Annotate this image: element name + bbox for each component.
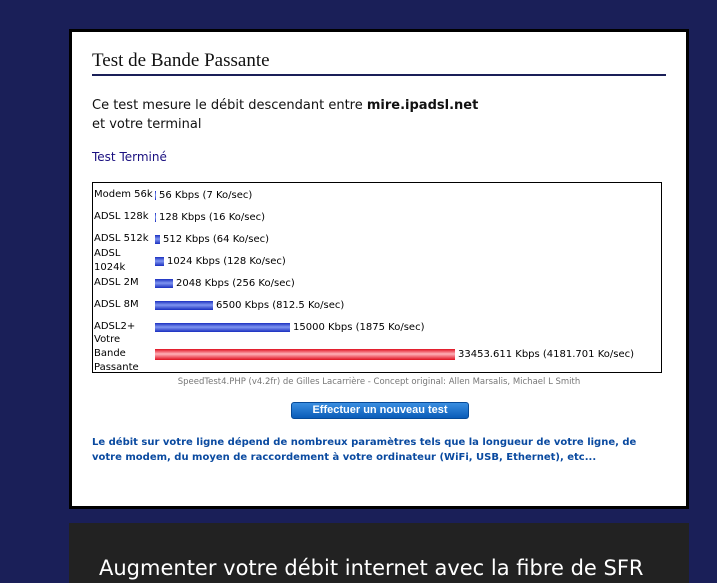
chart-row: ADSL2+ 15000 Kbps (1875 Ko/sec) <box>93 316 661 338</box>
bar-label: ADSL 512k <box>94 233 149 244</box>
chart-row: ADSL 512k 512 Kbps (64 Ko/sec) <box>93 228 661 250</box>
bar-value: 512 Kbps (64 Ko/sec) <box>163 233 270 245</box>
chart-row: ADSL 2M 2048 Kbps (256 Ko/sec) <box>93 272 661 294</box>
chart-row: Votre Bande Passante 33453.611 Kbps (4181… <box>93 334 661 373</box>
reference-bar <box>155 234 160 244</box>
reference-bar <box>155 212 156 222</box>
bar-label: ADSL2+ <box>94 321 136 332</box>
reference-bar <box>155 190 156 200</box>
bar-label: ADSL 2M <box>94 277 139 288</box>
page-title: Test de Bande Passante <box>92 50 666 76</box>
reference-bar <box>155 300 213 310</box>
bar-value: 1024 Kbps (128 Ko/sec) <box>167 255 286 267</box>
host-name: mire.ipadsl.net <box>366 98 479 113</box>
reference-bar <box>155 256 164 266</box>
bar-label: Modem 56k <box>94 189 153 200</box>
bar-label: ADSL 8M <box>94 299 139 310</box>
your-bandwidth-bar <box>155 348 455 360</box>
bar-value: 2048 Kbps (256 Ko/sec) <box>176 277 295 289</box>
speedtest-panel: Test de Bande Passante Ce test mesure le… <box>69 29 689 509</box>
bar-value: 128 Kbps (16 Ko/sec) <box>159 211 266 223</box>
promo-text: Augmenter votre débit internet avec la f… <box>99 556 644 580</box>
promo-banner[interactable]: Augmenter votre débit internet avec la f… <box>69 523 689 583</box>
bar-value: 6500 Kbps (812.5 Ko/sec) <box>216 299 345 311</box>
test-status: Test Terminé <box>92 150 167 164</box>
reference-bar <box>155 322 290 332</box>
credit-text: SpeedTest4.PHP (v4.2fr) de Gilles Lacarr… <box>177 377 581 387</box>
bandwidth-chart: Modem 56k 56 Kbps (7 Ko/sec) ADSL 128k 128 … <box>92 182 662 373</box>
bar-value: 15000 Kbps (1875 Ko/sec) <box>293 321 425 333</box>
bar-label: ADSL 128k <box>94 211 149 222</box>
bar-value: 33453.611 Kbps (4181.701 Ko/sec) <box>458 348 635 360</box>
new-test-button[interactable]: Effectuer un nouveau test <box>291 402 469 419</box>
chart-row: Modem 56k 56 Kbps (7 Ko/sec) <box>93 184 661 206</box>
info-note: Le débit sur votre ligne dépend de nombr… <box>92 437 637 463</box>
chart-row: ADSL 128k 128 Kbps (16 Ko/sec) <box>93 206 661 228</box>
bar-value: 56 Kbps (7 Ko/sec) <box>159 189 253 201</box>
bar-label: Votre Bande Passante <box>94 334 139 373</box>
intro-text: Ce test mesure le débit descendant entre… <box>92 98 479 132</box>
bar-label: ADSL 1024k <box>94 248 126 273</box>
chart-row: ADSL 8M 6500 Kbps (812.5 Ko/sec) <box>93 294 661 316</box>
reference-bar <box>155 278 173 288</box>
chart-row: ADSL 1024k 1024 Kbps (128 Ko/sec) <box>93 248 661 273</box>
